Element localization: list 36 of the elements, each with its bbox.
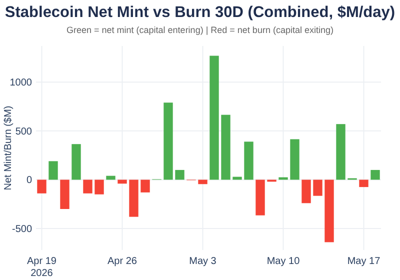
bar <box>175 170 184 180</box>
x-tick-label: May 3 <box>189 256 217 267</box>
bar <box>140 180 150 192</box>
x-tick-label: Apr 26 <box>108 256 138 267</box>
chart-subtitle: Green = net mint (capital entering) | Red = net burn (capital exiting) <box>66 25 334 35</box>
x-tick-label: Apr 19 2026 <box>27 256 57 279</box>
bar <box>290 139 300 180</box>
y-tick-label: 0 <box>26 175 32 186</box>
bar <box>198 180 208 184</box>
bar <box>313 180 322 196</box>
bar <box>164 102 173 180</box>
bar <box>118 180 127 184</box>
bar <box>302 180 311 204</box>
bar <box>324 180 334 242</box>
bar <box>129 180 138 217</box>
bar <box>370 170 380 180</box>
bar <box>83 180 92 194</box>
y-tick-label: 1000 <box>10 78 32 89</box>
bar <box>94 180 104 194</box>
bar <box>359 180 368 188</box>
bar <box>48 161 58 180</box>
bar <box>37 180 46 194</box>
bar <box>256 180 265 216</box>
y-axis-title: Net Mint/Burn ($M) <box>3 106 14 190</box>
x-tick-label: May 10 <box>266 256 300 267</box>
bar <box>336 124 346 180</box>
bar <box>244 142 254 180</box>
bar <box>221 114 230 180</box>
y-tick-label: 500 <box>15 126 32 138</box>
chart-title: Stablecoin Net Mint vs Burn 30D (Combined, $M/day) <box>4 4 396 21</box>
bar <box>106 176 116 180</box>
y-tick-label: -500 <box>12 224 32 236</box>
x-tick-label: May 17 <box>347 256 381 267</box>
bar <box>72 144 81 180</box>
bar <box>210 56 219 180</box>
bar <box>60 180 70 210</box>
